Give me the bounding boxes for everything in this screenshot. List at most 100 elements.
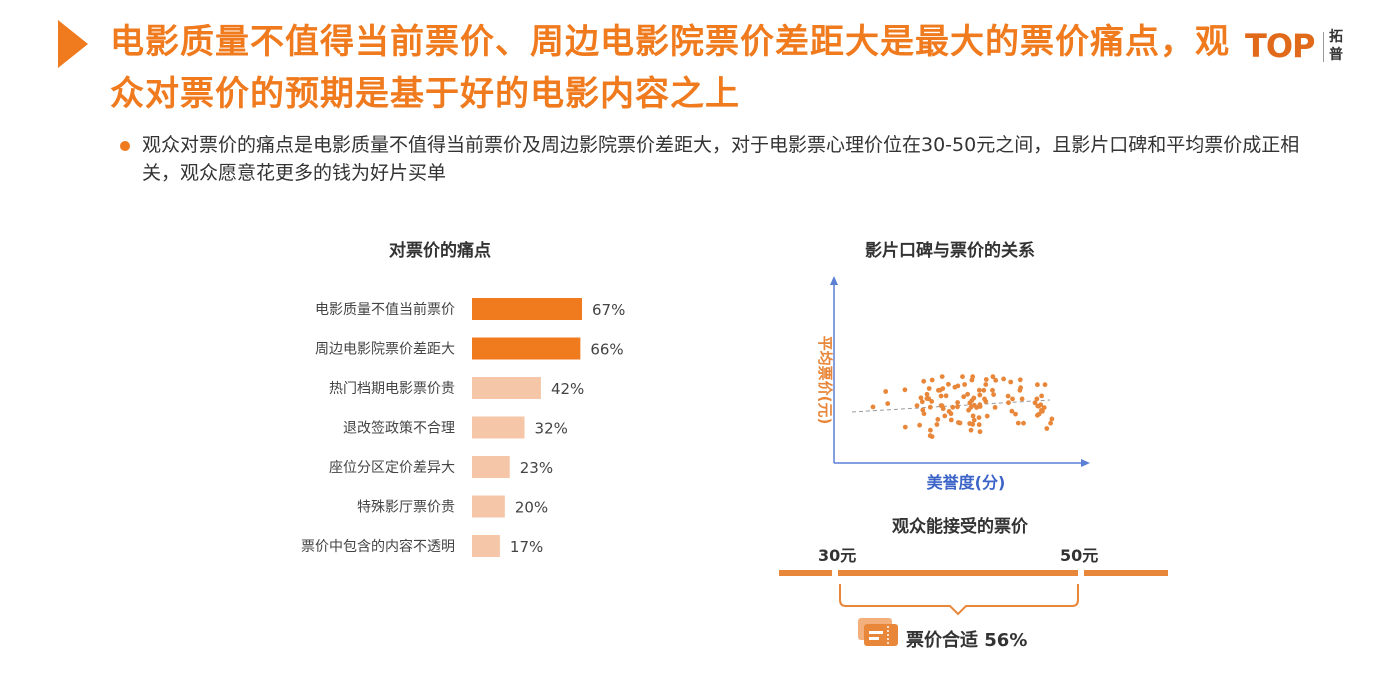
scatter-point (1044, 426, 1050, 431)
scatter-point (938, 403, 944, 408)
scatter-point (976, 387, 982, 393)
scatter-point (1006, 400, 1011, 406)
scatter-point (927, 404, 933, 410)
scatter-point (1042, 382, 1048, 388)
title-arrow-icon (58, 20, 88, 68)
scatter-point (1009, 408, 1015, 414)
page-title: 电影质量不值得当前票价、周边电影院票价差距大是最大的票价痛点，观众对票价的预期是… (110, 22, 1230, 114)
scatter-point (971, 417, 977, 423)
scatter-point (924, 391, 930, 397)
scatter-point (1035, 382, 1040, 388)
scatter-point (977, 429, 983, 435)
bar-value-label: 32% (535, 420, 568, 438)
y-axis-arrow-icon (830, 276, 838, 285)
scatter-point (948, 417, 954, 423)
bar (472, 416, 525, 439)
scatter-point (935, 417, 941, 422)
scatter-point (968, 427, 974, 433)
scatter-point (1036, 411, 1042, 417)
scatter-point (955, 404, 960, 410)
scatter-point (983, 382, 989, 387)
logo-text: TOP (1245, 27, 1315, 65)
scatter-point (1032, 400, 1038, 406)
scatter-point (983, 377, 989, 382)
scatter-point (938, 393, 944, 399)
scatter-point (883, 389, 889, 394)
scatter-point (970, 413, 976, 419)
scatter-point (1034, 396, 1040, 402)
scatter-point (970, 421, 976, 427)
scatter-point (1021, 420, 1026, 426)
price-range-title: 观众能接受的票价 (892, 517, 1028, 537)
scatter-point (1019, 396, 1025, 402)
scatter-point (984, 413, 990, 419)
scatter-point (914, 403, 920, 408)
bar-chart-title: 对票价的痛点 (389, 241, 491, 261)
bar (472, 298, 582, 320)
price-acceptable-note: 票价合适 56% (906, 630, 1028, 651)
scatter-point (962, 382, 967, 387)
scatter-point (1008, 379, 1014, 385)
scatter-point (1049, 416, 1055, 422)
scatter-point (939, 374, 945, 379)
scatter-point (983, 399, 989, 404)
scatter-chart-title: 影片口碑与票价的关系 (865, 241, 1035, 261)
scatter-point (955, 400, 960, 405)
scatter-point (929, 399, 935, 404)
bar-value-label: 66% (590, 341, 623, 359)
scatter-point (937, 387, 943, 393)
bar (472, 456, 510, 478)
scatter-point (992, 405, 998, 410)
bar-value-label: 20% (515, 499, 548, 517)
scatter-point (1041, 405, 1047, 410)
scatter-point (1001, 376, 1006, 382)
scatter-point (934, 422, 940, 427)
scatter-point (928, 427, 933, 433)
scatter-point (965, 391, 970, 397)
scatter-point (971, 395, 977, 401)
bar-category-label: 热门档期电影票价贵 (329, 381, 455, 397)
scatter-point (1048, 420, 1053, 426)
scatter-point (957, 420, 963, 426)
bar-value-label: 67% (592, 301, 625, 319)
scatter-point (870, 404, 876, 410)
scatter-point (920, 407, 926, 413)
scatter-point (1017, 377, 1023, 383)
bar-category-label: 特殊影厅票价贵 (357, 500, 455, 516)
bar (472, 377, 541, 399)
scatter-point (902, 424, 908, 430)
scatter-point (977, 404, 983, 409)
price-max-label: 50元 (1060, 546, 1099, 565)
logo-cn-text: 拓普 (1329, 29, 1343, 63)
brand-logo: TOP 拓普 (1245, 26, 1365, 70)
bar (472, 495, 505, 518)
scatter-point (976, 422, 982, 428)
scatter-point (1038, 402, 1044, 408)
x-axis-label: 美誉度(分) (927, 473, 1006, 492)
scatter-point (1015, 420, 1021, 426)
scatter-point (918, 395, 924, 401)
scatter-point (1013, 411, 1018, 417)
scatter-point (924, 396, 930, 401)
bar-value-label: 42% (551, 380, 584, 398)
scatter-point (1039, 393, 1044, 399)
scatter-point (926, 386, 932, 391)
x-axis-arrow-icon (1081, 459, 1090, 467)
scatter-point (929, 377, 935, 383)
scatter-point (981, 387, 987, 393)
price-min-label: 30元 (818, 546, 857, 565)
scatter-point (990, 374, 996, 380)
scatter-point (1005, 393, 1011, 399)
bar-category-label: 票价中包含的内容不透明 (301, 538, 455, 555)
y-axis-label: 平均票价(元) (816, 336, 834, 425)
bullet-icon (120, 141, 130, 151)
scatter-point (960, 374, 965, 380)
scatter-point (977, 392, 983, 398)
scatter-point (991, 392, 996, 397)
bar (472, 337, 581, 360)
scatter-point (917, 422, 922, 428)
scatter-point (946, 409, 952, 414)
scatter-point (952, 384, 958, 390)
